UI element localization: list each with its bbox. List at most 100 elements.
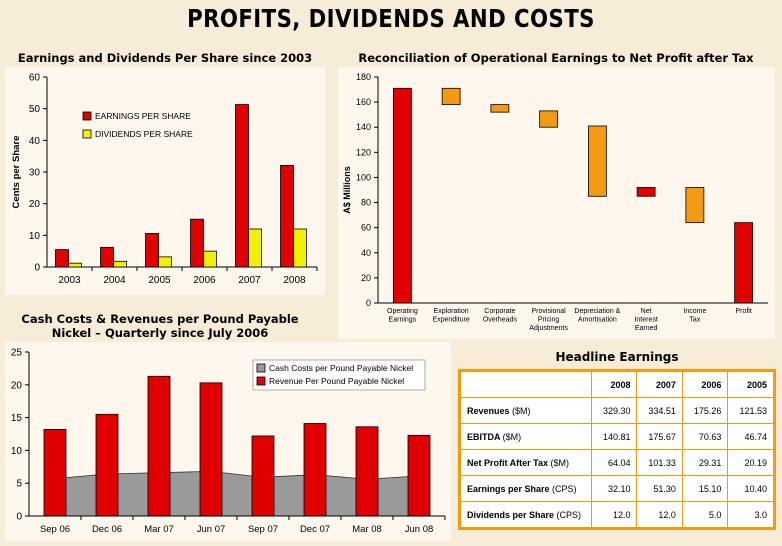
table-row: Earnings per Share (CPS) 32.10 51.30 15.10 1… bbox=[459, 475, 775, 502]
x-tick-label: Income Tax bbox=[683, 308, 706, 324]
x-tick-label: Depreciation & Amortisation bbox=[574, 308, 620, 324]
row-unit: ($M) bbox=[512, 405, 531, 416]
table-cell: 3.0 bbox=[727, 501, 775, 529]
x-tick-label: 2003 bbox=[58, 275, 81, 286]
row-unit: ($M) bbox=[502, 431, 522, 442]
row-unit: ($M) bbox=[550, 457, 570, 468]
row-label: Net Profit After Tax ($M) bbox=[459, 449, 592, 476]
chart2-title: Reconciliation of Operational Earnings t… bbox=[358, 51, 754, 65]
table-cell: 70.63 bbox=[681, 423, 729, 450]
y-tick-label: 40 bbox=[29, 136, 41, 147]
row-label-text: Dividends per Share bbox=[467, 509, 557, 520]
y-tick-label: 180 bbox=[356, 72, 371, 82]
waterfall-bar bbox=[490, 104, 510, 113]
header-2005: 2005 bbox=[727, 370, 775, 398]
table-row: EBITDA ($M) 140.81 175.67 70.63 46.74 bbox=[459, 423, 775, 450]
table-row: Net Profit After Tax ($M) 64.04 101.33 29.3… bbox=[459, 449, 775, 476]
y-axis-label: Cents per Share bbox=[11, 136, 22, 209]
y-tick-label: 20 bbox=[361, 273, 371, 283]
x-tick-label: 2006 bbox=[193, 275, 216, 286]
table-cell: 29.31 bbox=[681, 449, 729, 476]
y-tick-label: 15 bbox=[11, 413, 23, 424]
table-row: Dividends per Share (CPS) 12.0 12.0 5.0 3.0 bbox=[459, 501, 775, 529]
eps-bar bbox=[145, 233, 159, 268]
chart1-title: Earnings and Dividends Per Share since 2… bbox=[17, 51, 313, 65]
x-tick-label: Dec 07 bbox=[300, 524, 330, 535]
dps-bar bbox=[248, 228, 262, 268]
legend-swatch bbox=[256, 376, 266, 386]
x-tick-label: Provisional Pricing Adjustments bbox=[529, 308, 568, 332]
eps-bar bbox=[280, 164, 294, 268]
table-header-row: 2008 2007 2006 2005 bbox=[459, 370, 775, 398]
table-cell: 32.10 bbox=[590, 475, 638, 502]
table-cell: 46.74 bbox=[727, 423, 775, 450]
revenue-bar bbox=[43, 429, 67, 517]
row-label-text: Earnings per Share bbox=[467, 483, 553, 494]
x-tick-label: 2008 bbox=[283, 275, 306, 286]
chart1-panel: 0 10 20 30 40 50 60 Cents per Share 2003 2004 2005… bbox=[5, 67, 325, 295]
table-cell: 101.33 bbox=[636, 449, 683, 476]
x-tick-label: Corporate Overheads bbox=[483, 308, 518, 324]
table-cell: 140.81 bbox=[590, 423, 638, 450]
table-cell: 51.30 bbox=[636, 475, 683, 502]
y-tick-label: 10 bbox=[11, 446, 23, 457]
y-tick-label: 0 bbox=[16, 512, 22, 523]
y-tick-label: 140 bbox=[356, 122, 371, 132]
row-label-text: Revenues bbox=[467, 405, 513, 416]
legend-label: Cash Costs per Pound Payable Nickel bbox=[269, 363, 413, 373]
table-cell: 121.53 bbox=[727, 397, 775, 424]
table-cell: 64.04 bbox=[590, 449, 638, 476]
x-tick-label: 2004 bbox=[103, 275, 126, 286]
y-tick-label: 160 bbox=[356, 97, 371, 107]
header-2006: 2006 bbox=[681, 370, 729, 398]
header-2007: 2007 bbox=[636, 370, 683, 398]
eps-dps-chart: 0 10 20 30 40 50 60 Cents per Share 2003 2004 2005… bbox=[11, 73, 318, 286]
y-tick-label: 20 bbox=[29, 199, 41, 210]
legend-swatch bbox=[82, 129, 92, 139]
waterfall-bar bbox=[392, 87, 412, 304]
header-blank bbox=[459, 370, 592, 398]
x-tick-label: Sep 06 bbox=[40, 524, 70, 535]
y-tick-label: 0 bbox=[366, 298, 371, 308]
eps-bar bbox=[100, 246, 114, 268]
x-tick-label: Mar 08 bbox=[352, 524, 382, 535]
eps-bar bbox=[235, 104, 249, 268]
revenue-bar bbox=[355, 426, 379, 517]
y-tick-label: 50 bbox=[29, 104, 41, 115]
x-tick-label: Mar 07 bbox=[144, 524, 174, 535]
revenue-bar bbox=[95, 413, 119, 517]
row-label: Dividends per Share (CPS) bbox=[459, 501, 592, 529]
x-tick-label: Sep 07 bbox=[248, 524, 278, 535]
y-tick-label: 30 bbox=[29, 168, 41, 179]
y-tick-label: 60 bbox=[29, 73, 41, 84]
table-cell: 175.67 bbox=[636, 423, 683, 450]
table-cell: 20.19 bbox=[727, 449, 775, 476]
revenue-bar bbox=[147, 375, 171, 517]
waterfall-bar bbox=[539, 110, 559, 128]
header-2008: 2008 bbox=[590, 370, 638, 398]
dps-bar bbox=[203, 250, 217, 268]
dps-bar bbox=[113, 260, 127, 268]
row-label: EBITDA ($M) bbox=[459, 423, 592, 450]
chart3-title: Cash Costs & Revenues per Pound Payable … bbox=[21, 312, 299, 340]
dps-bar bbox=[158, 256, 172, 268]
chart3-panel: 0 5 10 15 20 25 Sep 06 Dec 06 Mar 07 Jun 07 Sep 07… bbox=[5, 342, 451, 541]
waterfall-bar bbox=[734, 222, 754, 304]
reconciliation-chart: 0 20 40 60 80 100 120 140 160 180 A$ Millions Opera… bbox=[342, 72, 768, 332]
legend-swatch bbox=[82, 111, 92, 121]
dps-bar bbox=[293, 228, 307, 268]
x-tick-label: Jun 08 bbox=[405, 524, 434, 535]
row-unit: (CPS) bbox=[552, 483, 577, 494]
table-row: Revenues ($M) 329.30 334.51 175.26 121.53 bbox=[459, 397, 775, 424]
chart2-panel: 0 20 40 60 80 100 120 140 160 180 A$ Millions Opera… bbox=[338, 67, 775, 339]
table-cell: 5.0 bbox=[681, 501, 729, 529]
table-title: Headline Earnings bbox=[555, 350, 679, 364]
revenue-bar bbox=[251, 435, 275, 517]
row-label-text: Net Profit After Tax bbox=[467, 457, 551, 468]
x-tick-label: Jun 07 bbox=[197, 524, 226, 535]
waterfall-bar bbox=[587, 125, 607, 197]
x-tick-label: Net Interest Earned bbox=[634, 308, 657, 332]
y-tick-label: 5 bbox=[16, 479, 22, 490]
y-tick-label: 0 bbox=[34, 263, 40, 274]
table-cell: 12.0 bbox=[636, 501, 683, 529]
